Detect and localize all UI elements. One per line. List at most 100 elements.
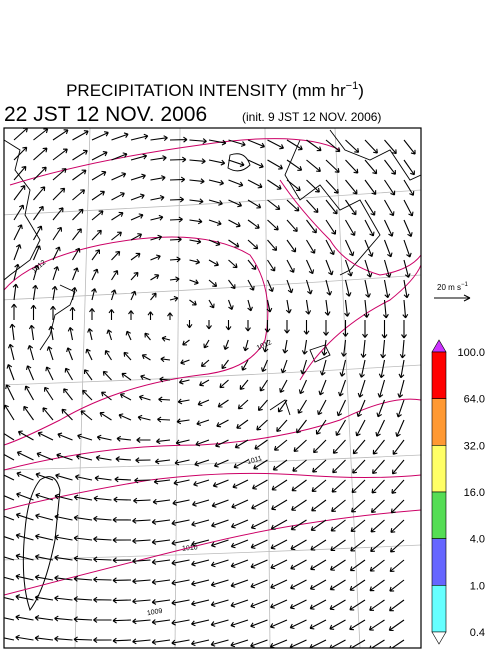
title-sup: −1 <box>346 80 359 92</box>
wind-arrow <box>389 599 405 612</box>
wind-arrow <box>151 579 171 585</box>
wind-arrow <box>69 306 76 320</box>
wind-arrow <box>213 459 229 468</box>
wind-arrow <box>102 370 112 381</box>
wind-arrow <box>325 259 334 276</box>
wind-arrow <box>13 244 22 261</box>
wind-arrow <box>291 479 307 492</box>
isobar-label: 1009 <box>146 608 163 618</box>
wind-arrow <box>376 399 386 418</box>
wind-arrow <box>112 557 132 564</box>
wind-arrow <box>364 279 371 298</box>
wind-arrow <box>80 410 93 421</box>
wind-arrow <box>150 234 163 241</box>
colorbar-segment <box>431 491 447 539</box>
wind-arrow <box>159 376 171 383</box>
wind-arrow <box>362 320 368 338</box>
wind-arrow <box>72 169 87 181</box>
wind-arrow <box>138 394 151 401</box>
wind-arrow <box>211 519 229 528</box>
wind-arrow <box>384 219 394 237</box>
wind-arrow <box>9 323 16 341</box>
wind-arrow <box>171 519 190 526</box>
wind-arrow <box>250 539 268 549</box>
wind-arrow <box>250 619 268 629</box>
wind-arrow <box>351 479 366 494</box>
wind-arrow <box>210 599 229 607</box>
wind-arrow <box>210 559 229 568</box>
wind-arrow <box>305 279 313 295</box>
wind-arrow <box>93 536 112 543</box>
wind-arrow <box>108 309 115 320</box>
wind-arrow <box>319 359 327 376</box>
wind-arrow <box>13 185 26 201</box>
wind-arrow <box>262 339 269 353</box>
wind-arrow <box>389 539 405 553</box>
wind-arrow <box>306 239 316 254</box>
wind-arrow <box>228 279 236 290</box>
wind-arrow <box>34 594 54 601</box>
wind-arrow <box>52 148 68 161</box>
wind-arrow <box>208 299 215 309</box>
wind-arrow <box>267 259 276 272</box>
scale-arrow: 20 m s−1 <box>434 282 471 302</box>
wind-arrow <box>292 459 307 472</box>
wind-arrow <box>383 239 393 258</box>
wind-arrow <box>43 386 54 401</box>
wind-arrow <box>52 226 63 241</box>
wind-arrow <box>197 399 210 407</box>
wind-arrow <box>273 439 288 451</box>
wind-arrow <box>253 459 268 470</box>
wind-arrow <box>106 329 113 341</box>
wind-arrow <box>349 599 366 611</box>
wind-arrow <box>211 499 229 508</box>
wind-arrow <box>33 205 44 221</box>
wind-arrow <box>208 219 222 226</box>
wind-arrow <box>132 618 151 625</box>
wind-arrow <box>192 499 210 507</box>
wind-arrow <box>311 479 327 492</box>
wind-arrow <box>48 325 55 341</box>
isobar-line <box>4 509 421 596</box>
wind-arrow <box>118 413 132 421</box>
wind-arrow <box>64 367 73 381</box>
wind-arrow <box>364 199 376 216</box>
wind-arrow <box>189 138 207 145</box>
wind-arrow <box>72 247 81 261</box>
wind-arrow <box>55 473 73 481</box>
wind-arrow <box>169 256 181 263</box>
wind-arrow <box>344 259 353 277</box>
wind-arrow <box>364 259 373 278</box>
wind-arrow <box>217 399 229 408</box>
wind-arrow <box>331 499 346 513</box>
wind-arrow <box>390 519 405 533</box>
wind-arrow <box>140 374 151 381</box>
wind-arrow <box>151 619 171 625</box>
wind-arrow <box>33 128 49 141</box>
wind-arrow <box>158 396 171 403</box>
wind-arrow <box>228 139 246 147</box>
wind-arrow <box>269 619 288 629</box>
wind-arrow <box>254 439 268 450</box>
wind-arrow <box>315 419 327 435</box>
wind-arrow <box>247 199 262 209</box>
wind-arrow <box>169 156 187 163</box>
wind-arrow <box>364 139 378 154</box>
wind-arrow <box>51 285 58 301</box>
colorbar-label: 32.0 <box>464 440 485 452</box>
wind-arrow <box>330 559 346 571</box>
wind-arrow <box>115 456 132 463</box>
wind-arrow <box>113 496 132 503</box>
wind-arrow <box>306 159 321 172</box>
wind-arrow <box>369 579 385 592</box>
wind-arrow <box>403 239 412 258</box>
wind-arrow <box>325 139 341 153</box>
wind-arrow <box>112 516 132 523</box>
wind-arrow <box>297 399 307 414</box>
wind-arrow <box>169 236 182 243</box>
wind-arrow <box>344 279 352 297</box>
wind-arrow <box>208 279 218 287</box>
colorbar: 100.0 64.0 32.0 16.0 4.0 1.0 0.4 <box>431 339 485 645</box>
wind-arrow <box>150 254 161 261</box>
wind-arrow <box>91 170 107 181</box>
